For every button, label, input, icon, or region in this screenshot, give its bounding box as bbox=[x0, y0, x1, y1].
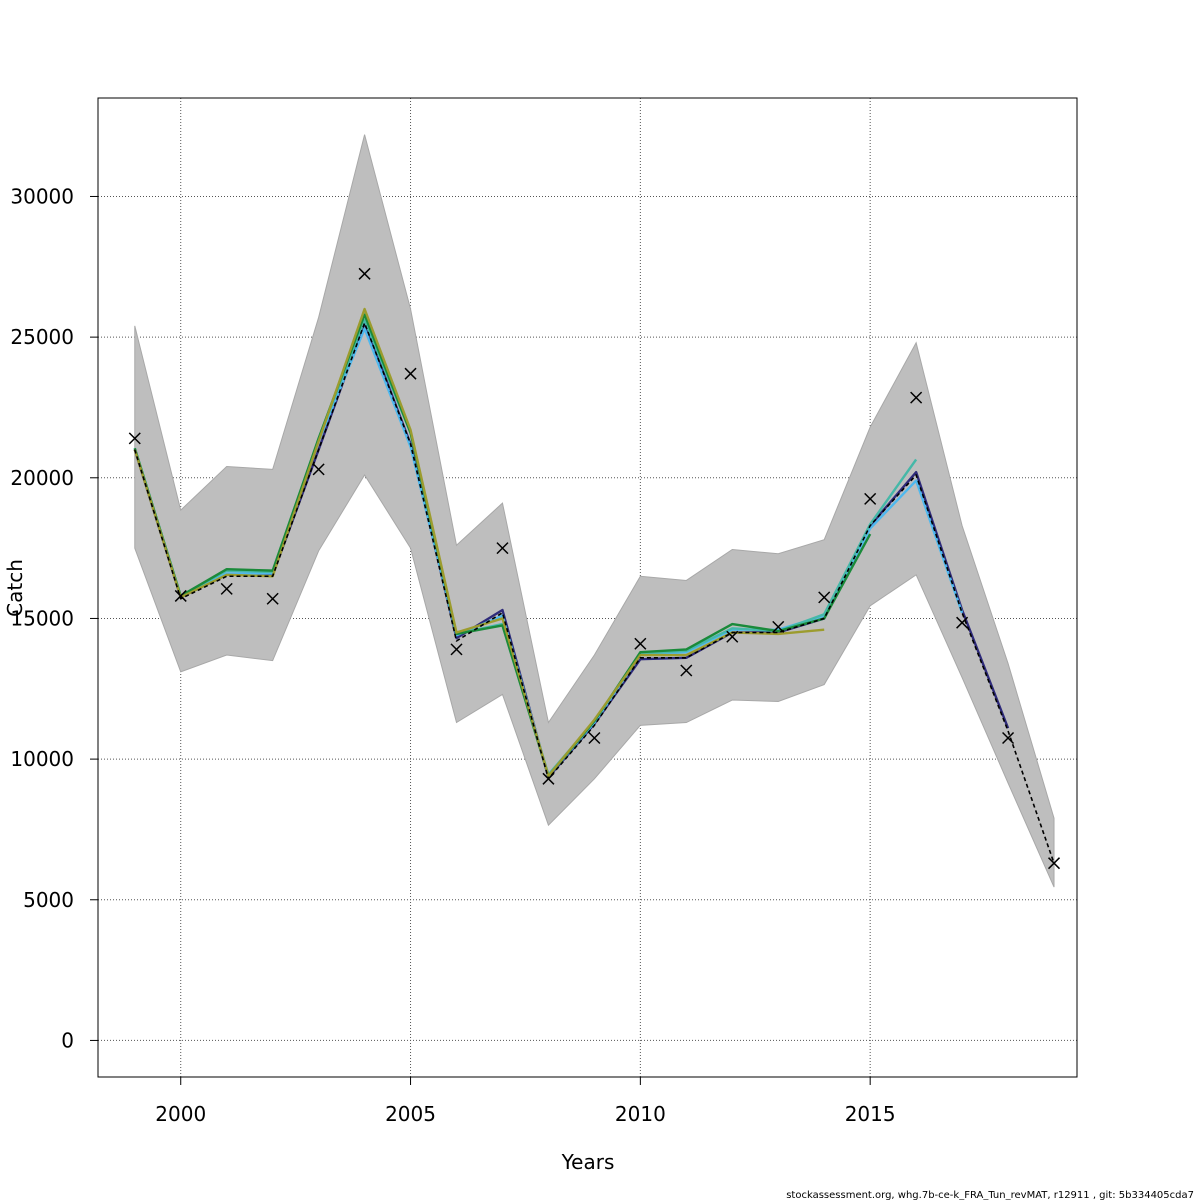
observed-point bbox=[726, 630, 739, 643]
footer-note: stockassessment.org, whg.7b-ce-k_FRA_Tun… bbox=[786, 1190, 1194, 1200]
observed-point bbox=[266, 592, 279, 605]
y-axis: 0 5000 10000 15000 20000 25000 30000 bbox=[10, 184, 98, 1052]
y-tick-label: 0 bbox=[61, 1028, 74, 1052]
observed-point bbox=[358, 267, 371, 280]
x-axis: 2000 2005 2010 2015 bbox=[155, 1077, 896, 1126]
y-tick-label: 25000 bbox=[10, 325, 74, 349]
observed-point bbox=[680, 664, 693, 677]
observed-point bbox=[772, 620, 785, 633]
observed-point bbox=[404, 367, 417, 380]
observed-point bbox=[910, 391, 923, 404]
observed-point bbox=[1047, 857, 1061, 870]
y-tick-label: 5000 bbox=[23, 888, 74, 912]
y-tick-label: 20000 bbox=[10, 466, 74, 490]
x-tick-label: 2000 bbox=[155, 1102, 206, 1126]
series-line-4 bbox=[133, 307, 825, 778]
observed-point bbox=[818, 591, 831, 604]
x-tick-label: 2010 bbox=[615, 1102, 666, 1126]
x-tick-label: 2005 bbox=[385, 1102, 436, 1126]
observed-point bbox=[956, 616, 969, 629]
series-lines bbox=[133, 307, 1055, 864]
observed-point bbox=[174, 589, 187, 602]
y-tick-label: 30000 bbox=[10, 184, 74, 208]
y-axis-title: Catch bbox=[3, 559, 27, 617]
x-axis-title: Years bbox=[561, 1150, 615, 1174]
observed-point bbox=[496, 542, 509, 555]
series-line-3 bbox=[133, 313, 872, 778]
plot-frame bbox=[97, 97, 1078, 1078]
observed-point bbox=[1002, 731, 1015, 745]
observed-point bbox=[864, 492, 877, 505]
x-tick-label: 2015 bbox=[845, 1102, 896, 1126]
observed-point bbox=[542, 772, 555, 785]
y-tick-label: 10000 bbox=[10, 747, 74, 771]
y-tick-label: 15000 bbox=[10, 606, 74, 630]
series-line-5 bbox=[134, 322, 1055, 864]
observed-points bbox=[128, 267, 1061, 870]
observed-point bbox=[450, 643, 463, 656]
observed-point bbox=[312, 463, 325, 476]
observed-point bbox=[128, 432, 141, 445]
observed-point bbox=[588, 731, 601, 745]
observed-point bbox=[220, 582, 233, 595]
observed-point bbox=[634, 637, 647, 650]
